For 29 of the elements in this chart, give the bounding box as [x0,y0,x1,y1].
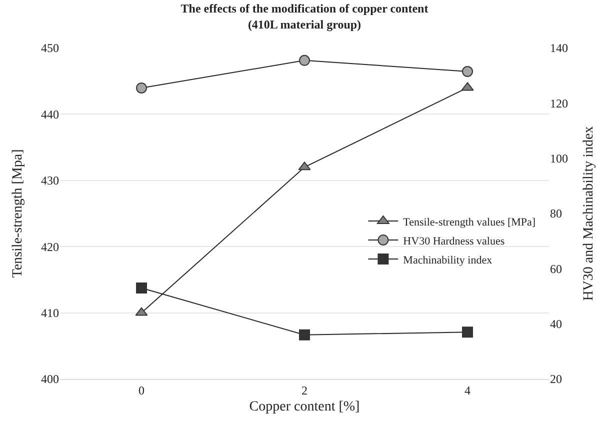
y2-tick-label: 40 [550,317,562,332]
y2-axis-title: HV30 and Machinability index [581,126,596,301]
y2-tick-label: 60 [550,262,562,276]
y-tick-label: 420 [41,240,59,254]
x-axis-title: Copper content [%] [249,400,360,415]
y2-tick-label: 140 [550,41,568,56]
x-tick-label: 2 [302,383,308,398]
point [136,282,147,294]
x-tick-label: 4 [464,383,470,398]
y-tick-label: 410 [41,306,59,320]
y2-tick-label: 120 [550,96,568,110]
legend-label: HV30 Hardness values [403,235,505,248]
y-tick-label: 450 [41,41,59,56]
legend-label: Tensile-strength values [MPa] [403,216,536,228]
y-axis-title: Tensile-strength [Mpa] [10,149,26,278]
y2-tick-label: 100 [550,152,568,166]
point [136,82,147,94]
point [462,66,473,77]
point [299,54,310,66]
point [462,326,473,338]
y2-tick-label: 80 [550,206,562,221]
chart-title: The effects of the modification of copper content (410L material group) [180,2,428,32]
x-tick-label: 0 [138,383,144,398]
y2-tick-label: 20 [550,372,562,386]
y-tick-label: 440 [41,107,59,122]
legend-label: Machinability index [403,254,493,266]
y-tick-label: 400 [41,372,59,386]
point [299,329,310,340]
y-tick-label: 430 [41,174,59,188]
